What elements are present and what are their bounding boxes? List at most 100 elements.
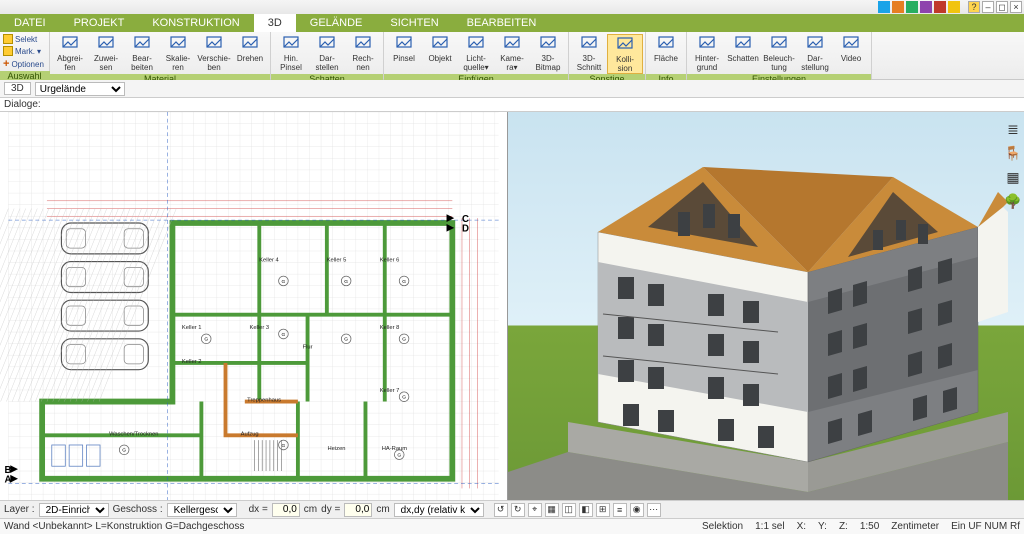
- ribbon-video-button[interactable]: Video: [833, 34, 869, 74]
- view-3d-render[interactable]: ≣ 🪑 ▦ 🌳: [508, 112, 1024, 500]
- ribbon-kollision-button[interactable]: Kolli-sion: [607, 34, 643, 74]
- subbar-3d-tab[interactable]: 3D: [4, 82, 31, 95]
- titlebar-tool-icon[interactable]: [920, 1, 932, 13]
- close-icon[interactable]: ×: [1010, 1, 1022, 13]
- menu-bearbeiten[interactable]: BEARBEITEN: [453, 14, 551, 32]
- titlebar-tool-icon[interactable]: [892, 1, 904, 13]
- svg-text:Keller 3: Keller 3: [249, 325, 269, 331]
- dx-input[interactable]: [272, 503, 300, 517]
- abgreifen-icon: [61, 35, 79, 53]
- titlebar-tool-icon[interactable]: [934, 1, 946, 13]
- max-icon[interactable]: ◻: [996, 1, 1008, 13]
- subbar-select[interactable]: Urgelände: [35, 82, 125, 96]
- dx-label: dx =: [249, 504, 268, 515]
- bottombar-tool-3[interactable]: ▦: [545, 503, 559, 517]
- bottombar-tool-4[interactable]: ◫: [562, 503, 576, 517]
- optionen-button[interactable]: +Optionen: [1, 57, 48, 71]
- tree-icon[interactable]: 🌳: [1004, 192, 1022, 210]
- layers-icon[interactable]: ≣: [1004, 120, 1022, 138]
- ribbon-schatten-e-button[interactable]: Schatten: [725, 34, 761, 74]
- beleuchtung-icon: [770, 35, 788, 53]
- menu-datei[interactable]: DATEI: [0, 14, 60, 32]
- geschoss-select[interactable]: Kellergesch: [167, 503, 237, 517]
- ribbon-objekt-button[interactable]: Objekt: [422, 34, 458, 74]
- menu-3d[interactable]: 3D: [254, 14, 296, 32]
- bottombar-tool-1[interactable]: ↻: [511, 503, 525, 517]
- menu-konstruktion[interactable]: KONSTRUKTION: [138, 14, 253, 32]
- bottombar-tool-0[interactable]: ↺: [494, 503, 508, 517]
- ribbon-bearbeiten-button[interactable]: Bear-beiten: [124, 34, 160, 74]
- objekt-icon: [431, 35, 449, 53]
- svg-text:Keller 1: Keller 1: [182, 325, 202, 331]
- svg-text:Treppenhaus: Treppenhaus: [247, 398, 281, 404]
- pinsel-icon: [395, 35, 413, 53]
- status-bar: Wand <Unbekannt> L=Konstruktion G=Dachge…: [0, 518, 1024, 534]
- floorplan-canvas: Keller 4Keller 5Keller 6Keller 1Keller 2…: [0, 112, 507, 500]
- layer-label: Layer :: [4, 504, 35, 515]
- bottombar-tool-9[interactable]: ⋯: [647, 503, 661, 517]
- titlebar-tool-icon[interactable]: [906, 1, 918, 13]
- dy-input[interactable]: [344, 503, 372, 517]
- ribbon-hintergrund-button[interactable]: Hinter-grund: [689, 34, 725, 74]
- kollision-icon: [616, 36, 634, 54]
- ribbon-zuweisen-button[interactable]: Zuwei-sen: [88, 34, 124, 74]
- status-unit: Zentimeter: [891, 521, 939, 532]
- schatten-e-icon: [734, 35, 752, 53]
- ribbon-darstellung-button[interactable]: Dar-stellung: [797, 34, 833, 74]
- selekt-button[interactable]: Selekt: [1, 33, 48, 45]
- status-z: Z:: [839, 521, 848, 532]
- ribbon-pinsel-button[interactable]: Pinsel: [386, 34, 422, 74]
- svg-text:G: G: [204, 337, 208, 343]
- svg-text:G: G: [282, 332, 286, 338]
- status-left: Wand <Unbekannt> L=Konstruktion G=Dachge…: [4, 521, 244, 532]
- bottombar-tool-7[interactable]: ≡: [613, 503, 627, 517]
- ribbon-drehen-button[interactable]: Drehen: [232, 34, 268, 74]
- bitmap3d-icon: [539, 35, 557, 53]
- ribbon-rechnen-button[interactable]: Rech-nen: [345, 34, 381, 74]
- ribbon-skalieren-button[interactable]: Skalie-ren: [160, 34, 196, 74]
- ribbon-lichtquelle-button[interactable]: Licht-quelle▾: [458, 34, 494, 74]
- dialog-label: Dialoge:: [4, 99, 41, 110]
- bottombar-tool-2[interactable]: ⌖: [528, 503, 542, 517]
- geschoss-label: Geschoss :: [113, 504, 163, 515]
- svg-text:HA-Raum: HA-Raum: [382, 446, 408, 452]
- status-scale2: 1:50: [860, 521, 879, 532]
- ribbon-verschieben-button[interactable]: Verschie-ben: [196, 34, 232, 74]
- help-icon[interactable]: ?: [968, 1, 980, 13]
- ribbon-darstellen-button[interactable]: Dar-stellen: [309, 34, 345, 74]
- status-selektion: Selektion: [702, 521, 743, 532]
- status-x: X:: [797, 521, 806, 532]
- min-icon[interactable]: –: [982, 1, 994, 13]
- titlebar-tool-icon[interactable]: [878, 1, 890, 13]
- view-2d-floorplan[interactable]: Keller 4Keller 5Keller 6Keller 1Keller 2…: [0, 112, 508, 500]
- bottombar-tool-6[interactable]: ⊞: [596, 503, 610, 517]
- titlebar-tool-icon[interactable]: [948, 1, 960, 13]
- mark-button[interactable]: Mark.▾: [1, 45, 48, 57]
- svg-text:D: D: [462, 224, 469, 235]
- menu-sichten[interactable]: SICHTEN: [376, 14, 452, 32]
- lichtquelle-icon: [467, 35, 485, 53]
- menu-gelände[interactable]: GELÄNDE: [296, 14, 377, 32]
- svg-text:Keller 6: Keller 6: [380, 258, 400, 264]
- title-bar: ?–◻×: [0, 0, 1024, 14]
- ribbon-abgreifen-button[interactable]: Abgrei-fen: [52, 34, 88, 74]
- svg-text:Keller 2: Keller 2: [182, 359, 202, 365]
- bottombar-tool-5[interactable]: ◧: [579, 503, 593, 517]
- palette-icon[interactable]: ▦: [1004, 168, 1022, 186]
- status-right: Ein UF NUM Rf: [951, 521, 1020, 532]
- ribbon-schnitt3d-button[interactable]: 3D-Schnitt: [571, 34, 607, 74]
- zuweisen-icon: [97, 35, 115, 53]
- svg-text:G: G: [402, 337, 406, 343]
- ribbon-beleuchtung-button[interactable]: Beleuch-tung: [761, 34, 797, 74]
- skalieren-icon: [169, 35, 187, 53]
- bottombar-tool-8[interactable]: ◉: [630, 503, 644, 517]
- ribbon-flaeche-button[interactable]: Fläche: [648, 34, 684, 74]
- ribbon-hin-pinsel-button[interactable]: Hin.Pinsel: [273, 34, 309, 74]
- dx-unit: cm: [304, 504, 317, 515]
- menu-projekt[interactable]: PROJEKT: [60, 14, 139, 32]
- chair-icon[interactable]: 🪑: [1004, 144, 1022, 162]
- ribbon-bitmap3d-button[interactable]: 3D-Bitmap: [530, 34, 566, 74]
- ribbon-kamera-button[interactable]: Kame-ra▾: [494, 34, 530, 74]
- dxdy-mode-select[interactable]: dx,dy (relativ ka: [394, 503, 484, 517]
- layer-select[interactable]: 2D-Einricht: [39, 503, 109, 517]
